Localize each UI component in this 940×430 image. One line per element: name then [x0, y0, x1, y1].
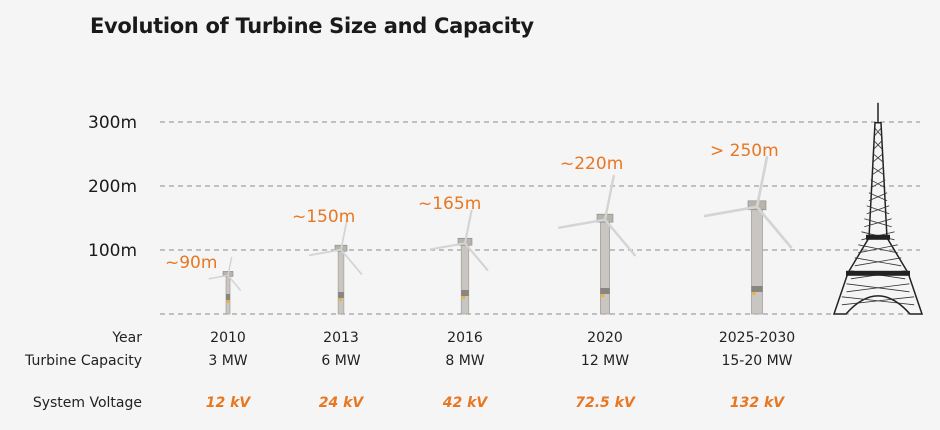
cell-capacity: 6 MW — [321, 353, 361, 369]
height-label: ~165m — [418, 194, 481, 214]
height-label: ~150m — [292, 207, 355, 227]
cell-year: 2016 — [447, 330, 483, 346]
row-label-year: Year — [112, 330, 142, 346]
tower-marker — [339, 298, 343, 301]
chart-title: Evolution of Turbine Size and Capacity — [90, 14, 534, 38]
tower-section — [338, 292, 344, 298]
tower-section — [226, 294, 230, 300]
turbine-blade — [703, 205, 759, 218]
turbine-tower — [460, 242, 470, 315]
tower-marker — [227, 300, 230, 303]
turbine-blade — [603, 218, 637, 257]
cell-voltage: 24 kV — [318, 395, 364, 411]
turbine-blade — [308, 248, 342, 257]
height-label: > 250m — [710, 141, 779, 161]
turbine-2025-2030 — [703, 155, 793, 315]
cell-capacity: 12 MW — [580, 353, 630, 369]
turbine-tower — [599, 219, 610, 315]
turbine-blade — [755, 155, 769, 209]
turbine-blade — [603, 174, 615, 221]
cell-voltage: 12 kV — [205, 395, 251, 411]
turbine-chart: 100m 200m 300m ~90m ~150m ~165m ~220m > 250m — [88, 102, 924, 315]
turbine-blade — [340, 219, 348, 251]
turbine-tower — [751, 206, 763, 315]
height-label: ~90m — [165, 253, 217, 273]
tower-section — [751, 286, 763, 292]
row-label-voltage: System Voltage — [32, 395, 142, 411]
tower-marker — [752, 292, 756, 295]
cell-voltage: 42 kV — [442, 395, 488, 411]
height-label: ~220m — [560, 154, 623, 174]
turbine-blade — [755, 205, 793, 249]
y-tick-label: 200m — [88, 177, 137, 197]
tower-marker — [601, 294, 605, 297]
turbine-blade — [208, 274, 229, 280]
cell-capacity: 15-20 MW — [721, 353, 793, 369]
cell-voltage: 132 kV — [729, 395, 785, 411]
y-tick-label: 300m — [88, 113, 137, 133]
tower-section — [600, 288, 610, 294]
y-tick-label: 100m — [88, 241, 137, 261]
turbine-blade — [227, 256, 233, 277]
cell-capacity: 8 MW — [445, 353, 485, 369]
cell-year: 2010 — [210, 330, 246, 346]
turbine-blade — [463, 242, 489, 271]
tower-section — [461, 290, 469, 296]
row-label-capacity: Turbine Capacity — [25, 353, 142, 369]
cell-capacity: 3 MW — [208, 353, 248, 369]
tower-marker — [462, 296, 466, 299]
turbine-tower — [337, 249, 345, 315]
turbine-2016 — [429, 209, 489, 315]
cell-year: 2025-2030 — [718, 330, 796, 346]
turbine-blade — [558, 218, 607, 229]
turbine-2020 — [558, 174, 637, 315]
turbine-blade — [463, 209, 473, 245]
turbine-blade — [227, 274, 241, 291]
cell-year: 2020 — [587, 330, 623, 346]
turbine-2013 — [308, 219, 363, 315]
turbine-2010 — [208, 256, 241, 315]
cell-voltage: 72.5 kV — [575, 395, 635, 411]
cell-year: 2013 — [323, 330, 359, 346]
turbine-blade — [429, 242, 467, 251]
eiffel-tower-icon — [832, 102, 924, 315]
turbine-blade — [340, 248, 363, 275]
